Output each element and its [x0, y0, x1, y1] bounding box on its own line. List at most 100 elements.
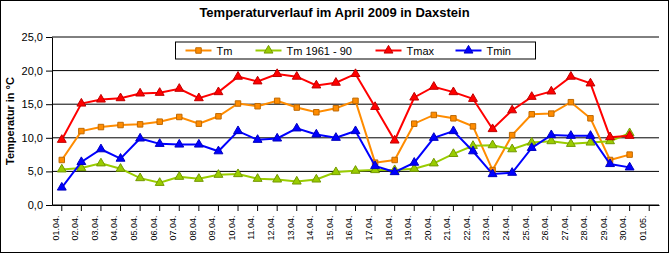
marker [625, 162, 634, 170]
legend-entry: Tmin [456, 45, 511, 57]
marker [273, 69, 282, 77]
marker [116, 164, 125, 172]
legend-label: Tm 1961 - 90 [287, 45, 352, 57]
marker [588, 116, 593, 121]
marker [566, 72, 575, 80]
x-tick: 11.04. [246, 205, 257, 240]
chart: Temperaturverlauf im April 2009 in Daxst… [0, 0, 669, 253]
x-tick-label: 05.04. [129, 216, 139, 241]
x-tick-mark [100, 205, 101, 211]
x-tick: 02.04. [70, 205, 81, 241]
marker [566, 139, 575, 147]
marker [429, 133, 438, 141]
x-tick-mark [277, 205, 278, 211]
marker [292, 176, 301, 184]
marker [273, 133, 282, 141]
x-tick-mark [453, 205, 454, 211]
marker [57, 135, 66, 143]
y-axis-line [52, 38, 53, 206]
marker [333, 105, 338, 110]
legend-label: Tm [217, 45, 233, 57]
marker [194, 174, 203, 182]
marker [116, 154, 125, 162]
marker [331, 133, 340, 141]
marker [77, 157, 86, 165]
marker [586, 78, 595, 86]
x-tick-label: 12.04. [266, 216, 276, 241]
x-tick-mark [140, 205, 141, 211]
x-tick-mark [296, 205, 297, 211]
marker [488, 140, 497, 148]
markers [57, 69, 634, 143]
x-tick-mark [335, 205, 336, 211]
y-tick-mark [46, 171, 52, 172]
marker [449, 126, 458, 134]
marker [314, 110, 319, 115]
marker [155, 139, 164, 147]
x-tick-mark [120, 205, 121, 211]
series-group [57, 69, 634, 190]
marker [292, 72, 301, 80]
x-tick: 01.05. [638, 205, 649, 241]
grid-line [52, 37, 659, 38]
x-tick-label: 10.04. [227, 216, 237, 241]
markers [57, 128, 634, 185]
marker [234, 126, 243, 134]
marker [136, 133, 145, 141]
markers [57, 123, 634, 190]
x-tick-mark [629, 205, 630, 211]
y-tick: 10,0 [22, 132, 52, 144]
x-tick-mark [492, 205, 493, 211]
y-tick-label: 15,0 [22, 98, 43, 110]
x-tick-label: 19.04. [403, 216, 413, 241]
x-tick-mark [61, 205, 62, 211]
marker [527, 92, 536, 100]
x-tick: 20.04. [423, 205, 434, 241]
marker [157, 119, 162, 124]
x-tick: 23.04. [481, 205, 492, 241]
x-tick-label: 21.04. [442, 216, 452, 241]
marker [97, 158, 106, 166]
x-tick: 25.04. [521, 205, 532, 241]
x-tick: 19.04. [403, 205, 414, 241]
y-axis-title: Temperatur in °C [4, 77, 16, 165]
y-tick-label: 20,0 [22, 65, 43, 77]
x-tick-mark [551, 205, 552, 211]
marker [155, 178, 164, 186]
x-tick: 27.04. [560, 205, 571, 241]
x-tick-mark [610, 205, 611, 211]
x-tick: 06.04. [149, 205, 160, 241]
marker [527, 143, 536, 151]
x-tick-label: 14.04. [305, 216, 315, 241]
x-tick-mark [570, 205, 571, 211]
marker [390, 135, 399, 143]
marker [98, 124, 103, 129]
y-axis: 0,05,010,015,020,025,0 [22, 31, 53, 211]
x-tick-mark [433, 205, 434, 211]
x-tick: 29.04. [599, 205, 610, 241]
x-tick-label: 24.04. [501, 216, 511, 241]
y-tick-mark [46, 138, 52, 139]
legend-entry: Tm 1961 - 90 [256, 45, 352, 57]
y-tick: 25,0 [22, 31, 52, 43]
x-tick-mark [512, 205, 513, 211]
x-tick-mark [414, 205, 415, 211]
marker [529, 112, 534, 117]
marker [412, 121, 417, 126]
marker [253, 135, 262, 143]
marker [214, 87, 223, 95]
marker [59, 157, 64, 162]
marker [547, 130, 556, 138]
legend-entry: Tmax [376, 45, 435, 57]
x-tick-label: 01.04. [51, 216, 61, 241]
line [62, 74, 630, 141]
x-tick-mark [257, 205, 258, 211]
x-tick: 10.04. [227, 205, 238, 241]
x-tick: 26.04. [540, 205, 551, 241]
marker [57, 182, 66, 190]
marker [57, 164, 66, 172]
y-tick-mark [46, 71, 52, 72]
x-tick-mark [238, 205, 239, 211]
marker [606, 159, 615, 167]
x-tick: 16.04. [344, 205, 355, 241]
